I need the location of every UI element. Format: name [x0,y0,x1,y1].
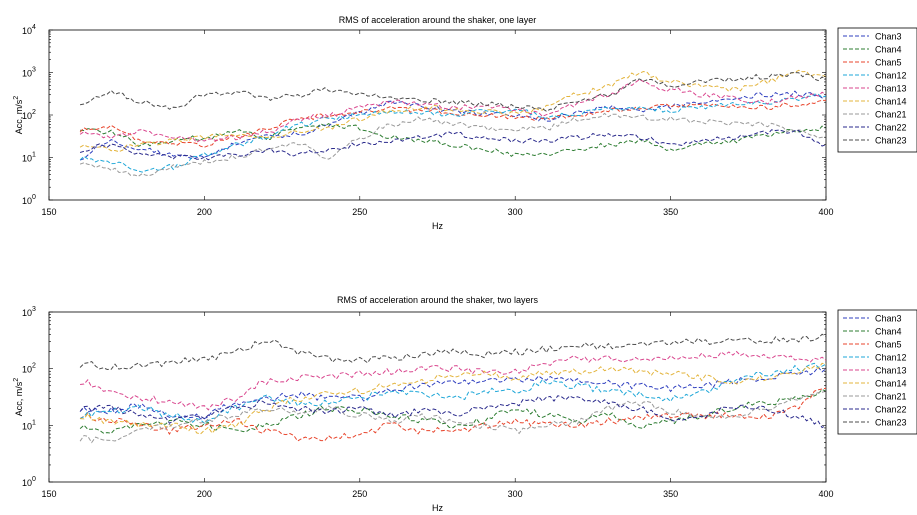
plot-area [48,311,827,483]
y-tick-label: 100 [22,194,36,206]
chart-2: RMS of acceleration around the shaker, t… [13,295,834,513]
legend-label: Chan14 [875,97,907,107]
chart-1: RMS of acceleration around the shaker, o… [13,15,834,231]
series-line-chan14 [80,362,826,435]
x-tick-label: 300 [508,489,523,499]
x-tick-label: 400 [818,207,833,217]
legend-label: Chan14 [875,379,907,389]
legend-label: Chan22 [875,405,907,415]
x-axis-label: Hz [432,503,443,513]
legend-label: Chan22 [875,123,907,133]
legend-label: Chan13 [875,366,907,376]
x-tick-label: 300 [508,207,523,217]
legend-label: Chan12 [875,353,907,363]
series-line-chan23 [79,333,826,371]
x-tick-label: 400 [818,489,833,499]
x-axis-label: Hz [432,221,443,231]
x-tick-label: 350 [663,489,678,499]
series-line-chan21 [79,390,826,444]
series-group [79,333,826,444]
legend-label: Chan5 [875,58,902,68]
y-axis-label: Acc, m/s2 [13,96,24,135]
series-line-chan22 [79,395,826,429]
series-line-chan4 [80,122,826,157]
y-tick-label: 101 [22,419,36,431]
chart-title: RMS of acceleration around the shaker, o… [339,15,537,25]
chart-title: RMS of acceleration around the shaker, t… [337,295,539,305]
legend-label: Chan5 [875,340,902,350]
series-line-chan3 [79,90,826,161]
legend-label: Chan3 [875,314,902,324]
legend-2: Chan3 Chan4 Chan5 Chan12 Chan13 Chan14 Chan21 C… [837,309,917,435]
series-line-chan12 [79,362,826,424]
y-tick-label: 102 [22,363,36,375]
legend-label: Chan21 [875,110,907,120]
series-line-chan23 [80,72,826,112]
x-tick-label: 250 [352,207,367,217]
plot-area [48,29,827,201]
x-tick-label: 350 [663,207,678,217]
y-tick-label: 104 [22,24,36,36]
x-tick-label: 150 [41,207,56,217]
y-tick-label: 101 [22,152,36,164]
legend-label: Chan4 [875,327,902,337]
series-line-chan13 [79,78,826,143]
legend-label: Chan12 [875,71,907,81]
series-line-chan14 [79,69,826,153]
x-tick-label: 200 [197,207,212,217]
y-tick-label: 102 [22,109,36,121]
series-line-chan12 [79,93,826,173]
legend-label: Chan4 [875,45,902,55]
x-tick-label: 150 [41,489,56,499]
x-tick-label: 250 [352,489,367,499]
y-tick-label: 103 [22,67,36,79]
series-line-chan5 [79,387,826,442]
legend-label: Chan23 [875,418,907,428]
legend-1: Chan3 Chan4 Chan5 Chan12 Chan13 Chan14 Chan21 C… [837,27,917,153]
legend-label: Chan3 [875,32,902,42]
legend-label: Chan21 [875,392,907,402]
legend-label: Chan23 [875,136,907,146]
y-tick-label: 100 [22,476,36,488]
series-group [79,69,826,177]
x-tick-label: 200 [197,489,212,499]
legend-label: Chan13 [875,84,907,94]
y-tick-label: 103 [22,306,36,318]
series-line-chan21 [79,112,826,177]
y-axis-label: Acc, m/s2 [13,378,24,417]
series-line-chan13 [80,350,826,411]
series-line-chan22 [79,129,826,161]
